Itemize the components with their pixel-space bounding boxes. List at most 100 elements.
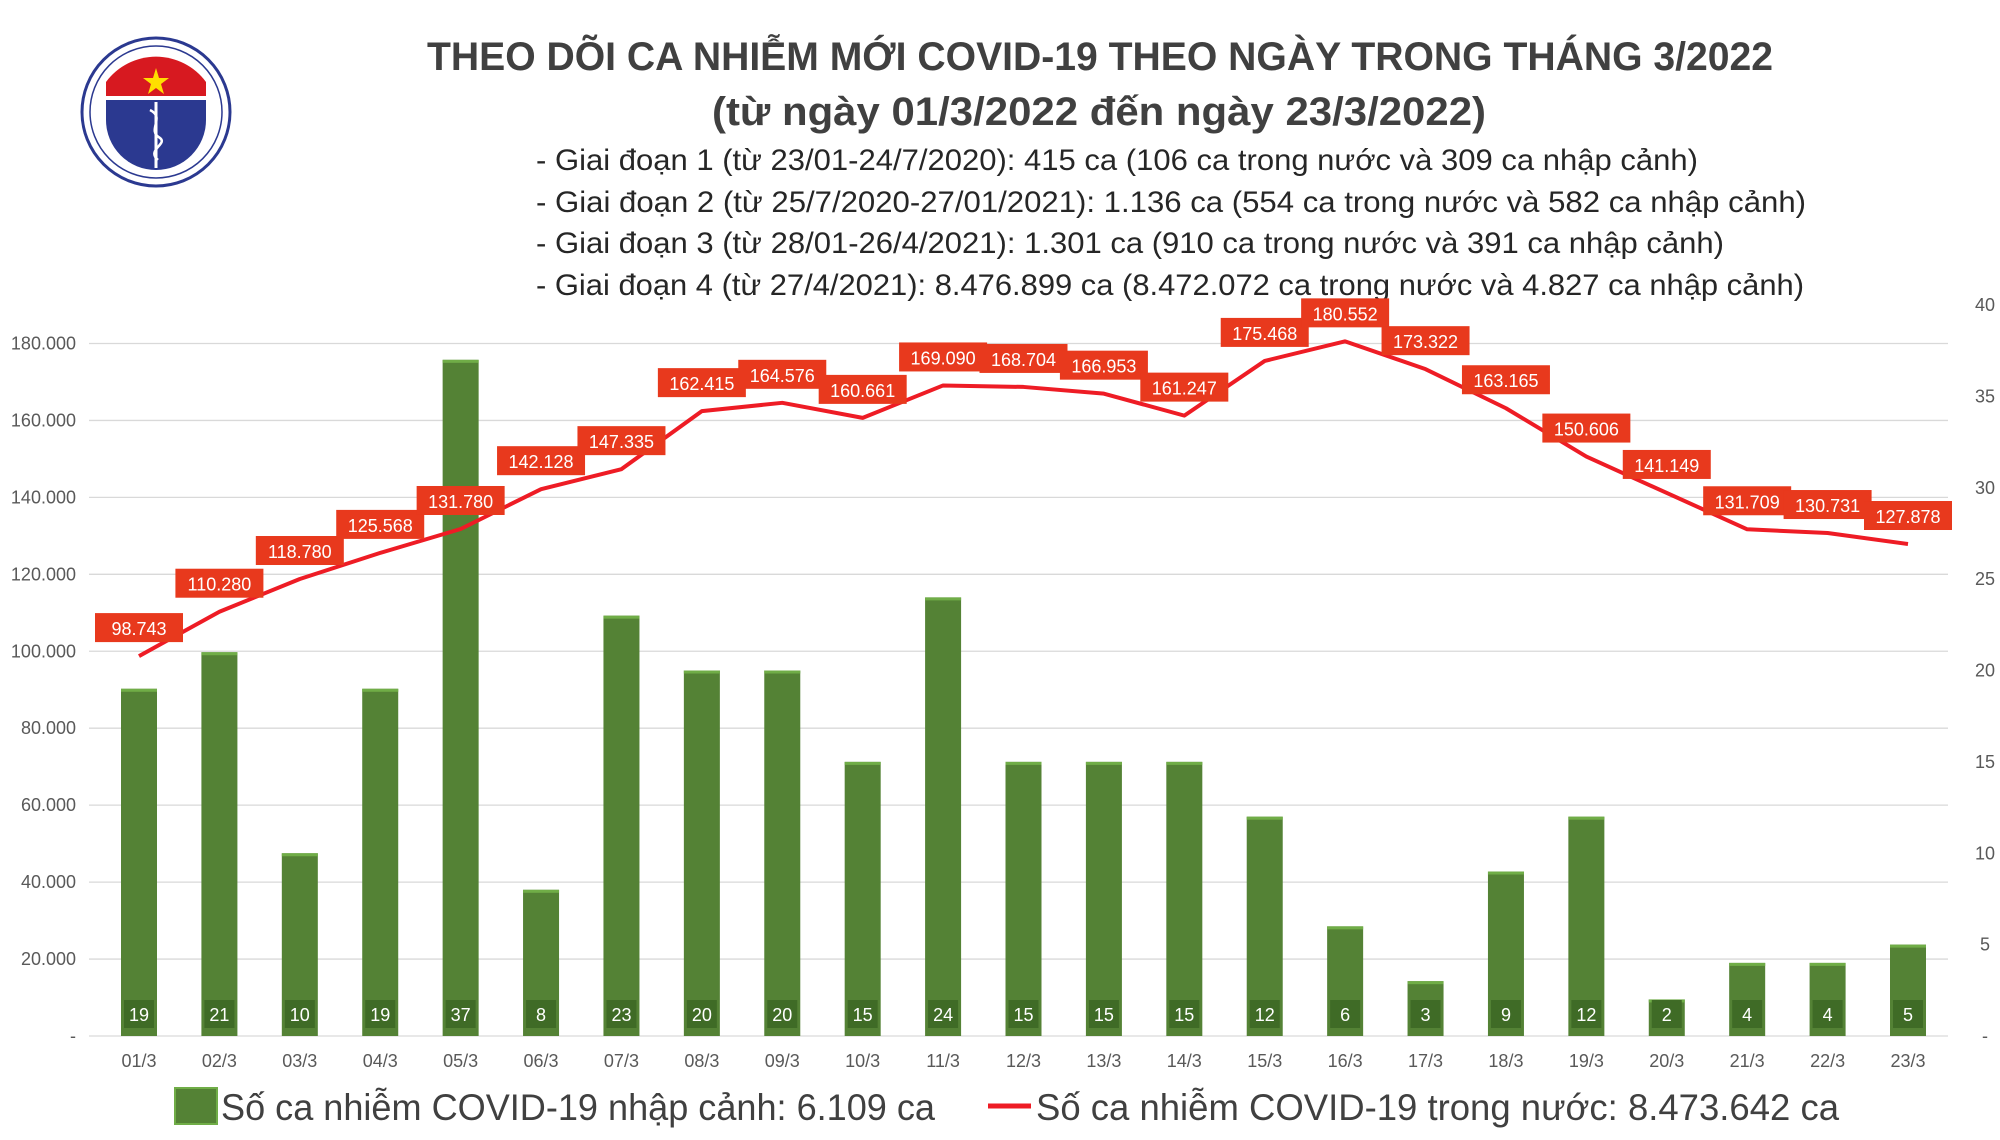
bar bbox=[683, 670, 720, 1036]
line-label-box bbox=[1140, 372, 1229, 402]
bar-top-edge bbox=[764, 670, 801, 674]
line-label-box bbox=[1783, 490, 1872, 520]
line-label-box bbox=[1703, 486, 1792, 516]
bar-top-edge bbox=[1809, 962, 1846, 966]
line-value-label: 147.335 bbox=[589, 432, 654, 452]
bar-top-edge bbox=[362, 688, 399, 692]
bar-value-label: 4 bbox=[1823, 1005, 1833, 1025]
bar-top-edge bbox=[683, 670, 720, 674]
line-label-box bbox=[818, 374, 907, 404]
phase-4-text: - Giai đoạn 4 (từ 27/4/2021): 8.476.899 … bbox=[536, 269, 1804, 302]
bar-value-label: 15 bbox=[1094, 1005, 1114, 1025]
bar-label-box bbox=[1571, 1000, 1602, 1028]
bar-label-box bbox=[124, 1000, 154, 1028]
line-label-box bbox=[1301, 298, 1390, 328]
bar-top-edge bbox=[1005, 761, 1042, 765]
bar-top-edge bbox=[281, 853, 318, 857]
line-label-box bbox=[657, 368, 746, 398]
bar-top-edge bbox=[121, 688, 157, 692]
bar-value-label: 20 bbox=[692, 1005, 712, 1025]
bar-top-edge bbox=[1085, 761, 1122, 765]
bar-label-box bbox=[1169, 1000, 1200, 1028]
bar-label-box bbox=[526, 1000, 557, 1028]
line-label-box bbox=[1461, 365, 1550, 395]
x-tick-label: 08/3 bbox=[684, 1051, 719, 1071]
left-tick-label: 160.000 bbox=[11, 410, 76, 430]
bar bbox=[925, 597, 962, 1036]
bar bbox=[442, 359, 479, 1036]
bar-label-box bbox=[445, 1000, 476, 1028]
left-tick-label: 100.000 bbox=[11, 641, 76, 661]
line-label-box bbox=[1381, 326, 1470, 356]
bar-top-edge bbox=[442, 359, 479, 363]
bar-value-label: 12 bbox=[1255, 1005, 1275, 1025]
bars-imported: 19 21 10 19 37 8 23 20 20 15 24 15 15 15 12 6 3 9 12 2 4 4 5 bbox=[121, 359, 1926, 1036]
phase-2-text: - Giai đoạn 2 (từ 25/7/2020-27/01/2021):… bbox=[536, 186, 1806, 219]
legend: Số ca nhiễm COVID-19 nhập cảnh: 6.109 ca… bbox=[174, 1087, 1839, 1128]
line-value-label: 173.322 bbox=[1393, 332, 1458, 352]
x-tick-label: 06/3 bbox=[524, 1051, 559, 1071]
bar-label-box bbox=[204, 1000, 235, 1028]
bar-label-box bbox=[1732, 1000, 1763, 1028]
line-value-label: 168.704 bbox=[991, 350, 1056, 370]
line-value-label: 175.468 bbox=[1232, 324, 1297, 344]
bar-value-label: 12 bbox=[1576, 1005, 1596, 1025]
x-tick-label: 10/3 bbox=[845, 1051, 880, 1071]
x-tick-label: 03/3 bbox=[282, 1051, 317, 1071]
left-tick-label: 40.000 bbox=[21, 872, 76, 892]
bar bbox=[1005, 761, 1042, 1036]
bar-value-label: 5 bbox=[1903, 1005, 1913, 1025]
line-domestic bbox=[138, 339, 1909, 658]
right-tick-label: 30 bbox=[1975, 478, 1995, 498]
bar-value-label: 15 bbox=[1174, 1005, 1194, 1025]
line-value-label: 130.731 bbox=[1795, 496, 1860, 516]
bar bbox=[603, 615, 640, 1036]
bar-label-box bbox=[606, 1000, 637, 1028]
bar-top-edge bbox=[1568, 816, 1605, 820]
bar-top-edge bbox=[1487, 871, 1524, 875]
bar bbox=[1568, 816, 1605, 1036]
bar-top-edge bbox=[523, 889, 560, 893]
x-tick-label: 18/3 bbox=[1488, 1051, 1523, 1071]
x-tick-label: 15/3 bbox=[1247, 1051, 1282, 1071]
domestic-cases-line bbox=[138, 339, 1909, 658]
left-tick-label: - bbox=[70, 1026, 76, 1046]
bar-value-label: 15 bbox=[1013, 1005, 1033, 1025]
line-value-label: 131.709 bbox=[1715, 492, 1780, 512]
right-tick-label: 25 bbox=[1975, 569, 1995, 589]
line-value-label: 169.090 bbox=[911, 348, 976, 368]
bar-value-label: 2 bbox=[1662, 1005, 1672, 1025]
x-tick-label: 22/3 bbox=[1810, 1051, 1845, 1071]
line-label-box bbox=[1542, 413, 1631, 443]
line-value-label: 164.576 bbox=[750, 366, 815, 386]
bar-top-edge bbox=[1890, 944, 1926, 948]
bar-top-edge bbox=[603, 615, 640, 619]
legend-line-label: Số ca nhiễm COVID-19 trong nước: 8.473.6… bbox=[1036, 1087, 1839, 1128]
x-tick-label: 21/3 bbox=[1730, 1051, 1765, 1071]
line-label-box bbox=[1622, 449, 1711, 479]
left-tick-label: 60.000 bbox=[21, 795, 76, 815]
bar-label-box bbox=[284, 1000, 315, 1028]
line-label-box bbox=[416, 485, 505, 515]
line-label-box bbox=[577, 426, 666, 456]
x-tick-label: 12/3 bbox=[1006, 1051, 1041, 1071]
bar-label-box bbox=[1330, 1000, 1361, 1028]
x-tick-label: 16/3 bbox=[1328, 1051, 1363, 1071]
bar bbox=[121, 688, 157, 1036]
bar-label-box bbox=[767, 1000, 798, 1028]
bar-label-box bbox=[1008, 1000, 1039, 1028]
x-tick-label: 23/3 bbox=[1890, 1051, 1925, 1071]
bar bbox=[764, 670, 801, 1036]
line-label-box bbox=[497, 446, 586, 476]
right-tick-label: 40 bbox=[1975, 295, 1995, 315]
line-value-label: 110.280 bbox=[188, 575, 252, 595]
bar bbox=[201, 652, 238, 1036]
bar-value-label: 24 bbox=[933, 1005, 953, 1025]
x-tick-label: 13/3 bbox=[1086, 1051, 1121, 1071]
line-value-label: 161.247 bbox=[1152, 379, 1217, 399]
right-tick-label: 10 bbox=[1975, 843, 1995, 863]
line-value-label: 142.128 bbox=[509, 452, 574, 472]
line-value-label: 162.415 bbox=[669, 374, 734, 394]
bar bbox=[1085, 761, 1122, 1036]
right-tick-label: - bbox=[1982, 1026, 1988, 1046]
